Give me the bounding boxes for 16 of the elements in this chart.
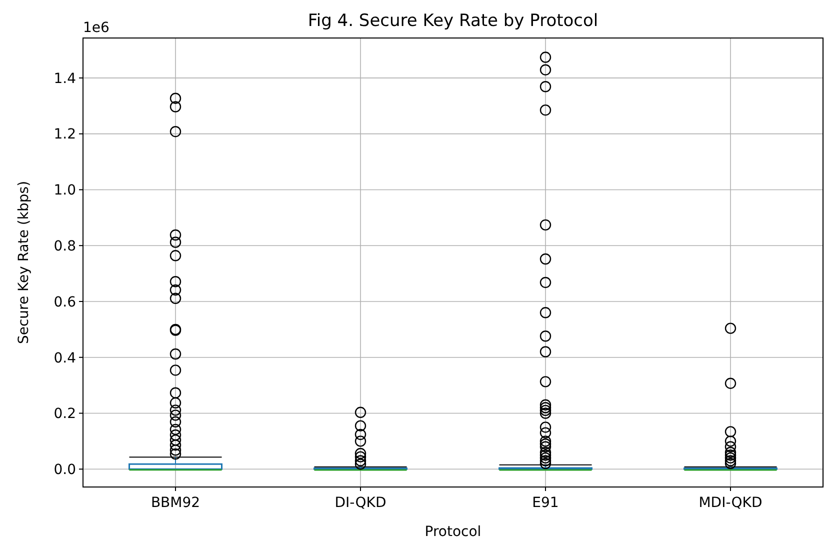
y-tick-label: 0.6 [54, 294, 76, 310]
x-tick-label: DI-QKD [334, 495, 386, 511]
x-tick-label: MDI-QKD [698, 495, 762, 511]
chart-title: Fig 4. Secure Key Rate by Protocol [308, 11, 598, 31]
text: 1e6 [83, 20, 110, 36]
y-tick-label: 0.0 [54, 462, 76, 478]
y-tick-label: 0.4 [54, 350, 76, 366]
y-tick-label: 1.4 [54, 70, 76, 87]
y-tick-label: 1.0 [54, 182, 76, 199]
y-axis-title: Secure Key Rate (kbps) [16, 180, 32, 344]
y-tick-label: 0.8 [54, 238, 76, 254]
y-tick-label: 0.2 [54, 406, 76, 422]
x-tick-label: BBM92 [150, 495, 200, 511]
x-axis-title: Protocol [424, 524, 482, 540]
y-tick-label: 1.2 [54, 126, 76, 143]
x-tick-label: E91 [532, 495, 559, 511]
